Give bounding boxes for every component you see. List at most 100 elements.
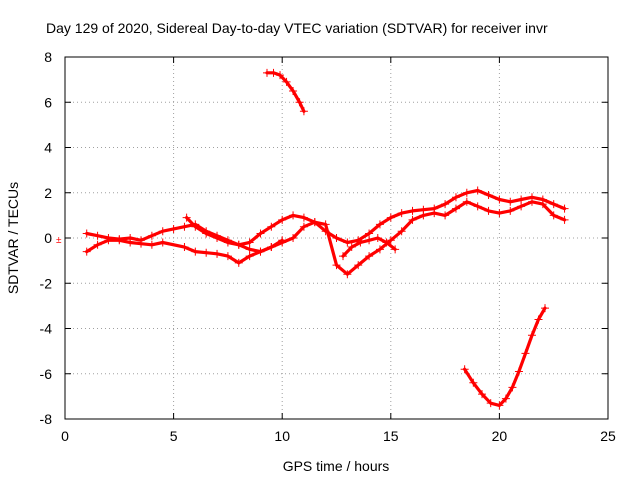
data-point [82, 247, 91, 256]
data-point [115, 236, 124, 245]
data-point [267, 222, 276, 231]
x-tick-label: 0 [61, 428, 69, 444]
data-point [534, 315, 543, 324]
data-point [169, 224, 178, 233]
series-arc-low [460, 304, 550, 410]
data-point [299, 107, 308, 116]
data-point [278, 215, 287, 224]
data-point [508, 383, 517, 392]
data-point [191, 222, 200, 231]
data-point [202, 229, 211, 238]
data-point [93, 231, 102, 240]
series-track-main-lower [82, 197, 569, 279]
data-point [521, 349, 530, 358]
x-tick-label: 5 [170, 428, 178, 444]
data-point [397, 227, 406, 236]
data-point [180, 243, 189, 252]
series-track-main-upper [82, 186, 569, 249]
y-tick-label: 0 [44, 230, 52, 246]
data-point [441, 211, 450, 220]
data-point [373, 234, 382, 242]
data-point [147, 231, 156, 240]
y-tick-label: 4 [44, 140, 52, 156]
data-point [397, 209, 406, 218]
data-point [495, 401, 504, 410]
data-point [356, 238, 365, 247]
data-point [276, 71, 285, 80]
data-point [234, 240, 243, 249]
data-point [495, 195, 504, 204]
y-tick-label: 8 [44, 49, 52, 65]
data-point [191, 247, 200, 256]
data-point [484, 206, 493, 215]
data-point [347, 243, 356, 252]
data-point [386, 213, 395, 222]
data-point [469, 378, 478, 387]
data-point [527, 331, 536, 340]
y-tick-label: 2 [44, 185, 52, 201]
data-point [93, 240, 102, 249]
data-point [538, 200, 547, 209]
data-point [158, 227, 167, 236]
x-tick-label: 15 [383, 428, 399, 444]
data-point [365, 229, 374, 238]
data-point [408, 206, 417, 215]
data-point [299, 222, 308, 231]
data-point [560, 215, 569, 224]
y-axis-label: SDTVAR / TECUs [5, 182, 21, 294]
data-point [213, 234, 222, 242]
data-point [267, 243, 276, 252]
x-axis-label: GPS time / hours [283, 458, 390, 474]
data-point [158, 238, 167, 247]
data-point [495, 209, 504, 218]
data-point [462, 197, 471, 206]
data-point [256, 247, 265, 256]
data-point [473, 186, 482, 195]
data-point [549, 211, 558, 220]
data-point [375, 220, 384, 229]
data-point [375, 245, 384, 254]
data-point [180, 222, 189, 231]
data-point [289, 211, 298, 220]
data-point [343, 270, 352, 279]
data-point [245, 252, 254, 261]
y-tick-label: -6 [40, 366, 53, 382]
data-point [354, 261, 363, 270]
data-point [332, 261, 341, 270]
series-line [463, 306, 547, 407]
x-tick-label: 10 [274, 428, 290, 444]
data-point [245, 238, 254, 247]
data-point [299, 213, 308, 222]
y-tick-label: -4 [40, 321, 53, 337]
data-point [282, 77, 291, 86]
data-point [234, 258, 243, 267]
data-point [517, 195, 526, 204]
data-point [419, 211, 428, 220]
data-point [408, 215, 417, 224]
chart-title: Day 129 of 2020, Sidereal Day-to-day VTE… [46, 20, 548, 36]
data-point [339, 252, 348, 261]
data-point [202, 248, 211, 257]
data-point [137, 239, 146, 248]
data-point [310, 218, 319, 227]
series-layer [82, 68, 569, 410]
series-line [265, 71, 306, 113]
data-point [343, 238, 352, 247]
data-point [441, 200, 450, 209]
data-point [245, 245, 254, 254]
data-point [182, 213, 191, 222]
series-arc-high [262, 68, 308, 116]
data-point [560, 204, 569, 213]
series-track-short-a [182, 213, 287, 256]
data-point [278, 236, 287, 245]
data-point [289, 86, 298, 95]
data-point [473, 202, 482, 211]
data-point [451, 204, 460, 213]
data-point [462, 188, 471, 197]
y-tick-label: -8 [40, 411, 53, 427]
data-point [256, 229, 265, 238]
data-point [269, 68, 278, 77]
series-line [85, 188, 567, 247]
data-point [541, 304, 550, 313]
data-point [223, 238, 232, 247]
